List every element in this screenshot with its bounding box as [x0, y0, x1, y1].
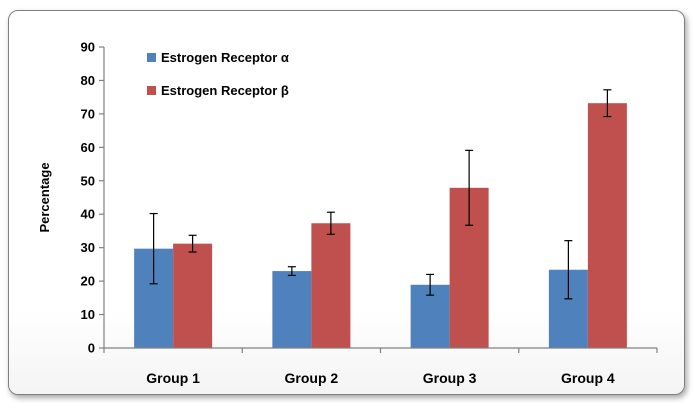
y-axis-ticks: 0 10 20 30 40 50 60 70 80 90 — [81, 40, 104, 356]
y-tick-label: 50 — [81, 173, 95, 188]
y-tick-label: 20 — [81, 274, 95, 289]
error-bar — [564, 240, 573, 300]
error-bar — [426, 273, 435, 296]
legend-swatch-2 — [147, 86, 156, 95]
legend-label-1: Estrogen Receptor α — [161, 50, 289, 65]
y-tick-label: 60 — [81, 140, 95, 155]
bar-series-2-group-4 — [587, 103, 627, 348]
legend-swatch-1 — [147, 53, 156, 62]
error-bar — [149, 212, 158, 285]
y-axis-label: Percentage — [37, 162, 52, 232]
error-bar — [603, 89, 612, 118]
error-bar — [188, 234, 197, 253]
legend: Estrogen Receptor α Estrogen Receptor β — [147, 50, 289, 98]
x-category-label: Group 4 — [561, 370, 615, 386]
y-tick-label: 0 — [88, 341, 95, 356]
bar-series-1-group-2 — [272, 271, 312, 348]
y-tick-label: 10 — [81, 307, 95, 322]
y-tick-label: 70 — [81, 106, 95, 121]
x-category-label: Group 1 — [146, 370, 200, 386]
error-bar — [465, 149, 474, 226]
x-category-label: Group 3 — [423, 370, 477, 386]
y-tick-label: 30 — [81, 240, 95, 255]
bar-series-2-group-1 — [173, 243, 213, 348]
error-bar — [287, 266, 296, 277]
x-axis-ticks — [103, 348, 658, 353]
bar-series-2-group-2 — [311, 223, 351, 348]
bars — [134, 103, 627, 348]
x-category-label: Group 2 — [285, 370, 339, 386]
y-tick-label: 40 — [81, 207, 95, 222]
error-bars — [149, 89, 612, 300]
legend-label-2: Estrogen Receptor β — [161, 83, 289, 98]
y-tick-label: 80 — [81, 73, 95, 88]
x-axis-categories: Group 1 Group 2 Group 3 Group 4 — [146, 370, 615, 386]
error-bar — [326, 211, 335, 235]
y-tick-label: 90 — [81, 40, 95, 55]
